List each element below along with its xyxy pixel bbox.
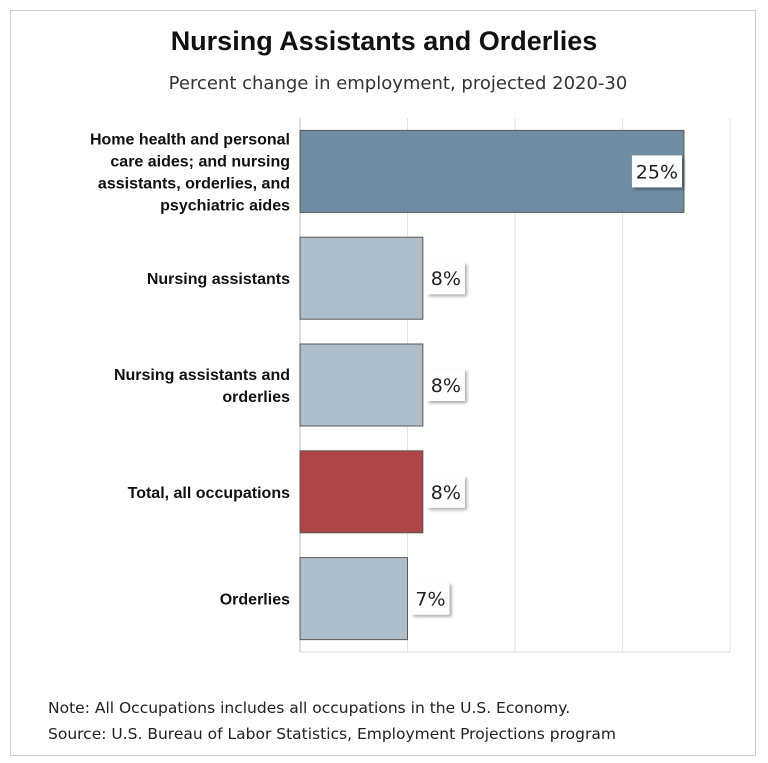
- category-label-1-line-0: Nursing assistants: [147, 271, 290, 288]
- category-label-2-line-0: Nursing assistants and: [114, 367, 290, 384]
- source-text: Source: U.S. Bureau of Labor Statistics,…: [48, 725, 616, 743]
- data-label-2: 8%: [431, 375, 461, 397]
- category-label-0-line-0: Home health and personal: [90, 131, 290, 148]
- category-label-4-line-0: Orderlies: [220, 592, 290, 609]
- data-label-0: 25%: [636, 161, 678, 183]
- category-label-2-line-1: orderlies: [222, 389, 290, 406]
- data-label-3: 8%: [431, 482, 461, 504]
- data-label-box-2: [426, 369, 465, 401]
- bar-1: [299, 236, 424, 320]
- bar-2: [299, 343, 424, 427]
- bar-3: [299, 450, 424, 534]
- category-label-0-line-2: assistants, orderlies, and: [98, 175, 290, 192]
- bar-4: [299, 557, 408, 641]
- chart-subtitle: Percent change in employment, projected …: [168, 73, 628, 94]
- category-label-0-line-1: care aides; and nursing: [110, 153, 290, 170]
- note-text: Note: All Occupations includes all occup…: [48, 699, 571, 717]
- data-label-box-0: [631, 155, 682, 188]
- data-label-1: 8%: [431, 268, 461, 290]
- data-label-box-3: [426, 475, 465, 508]
- category-label-0-line-3: psychiatric aides: [160, 197, 290, 214]
- chart-title: Nursing Assistants and Orderlies: [170, 26, 598, 56]
- bar-0: [299, 129, 685, 213]
- data-label-4: 7%: [415, 589, 445, 611]
- data-label-box-4: [411, 582, 450, 615]
- category-label-3-line-0: Total, all occupations: [128, 485, 290, 502]
- data-label-box-1: [426, 262, 465, 295]
